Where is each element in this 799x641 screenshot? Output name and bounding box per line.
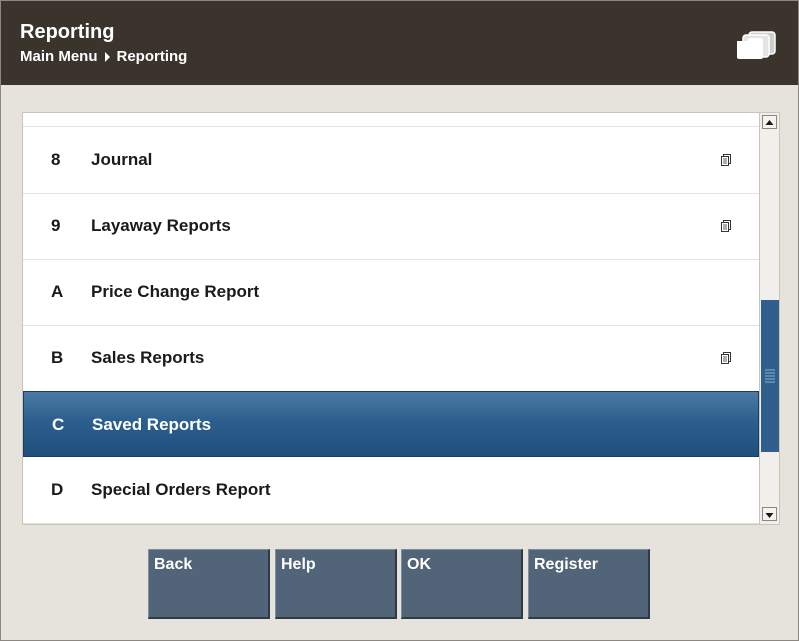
help-button[interactable]: Help — [275, 549, 397, 619]
menu-item-label: Price Change Report — [91, 282, 260, 301]
back-button[interactable]: Back — [148, 549, 270, 619]
breadcrumb-reporting: Reporting — [116, 48, 188, 65]
menu-item-key: A — [51, 282, 64, 301]
list-item-partial[interactable] — [23, 113, 759, 127]
grip-icon — [765, 369, 775, 383]
help-button-label: Help — [281, 556, 316, 573]
list-item[interactable]: B Sales Reports — [23, 325, 759, 392]
list-item[interactable]: D Special Orders Report — [23, 457, 759, 524]
document-icon — [721, 220, 731, 232]
menu-rows: 8 Journal 9 Layaway Reports A Price Change Re… — [23, 113, 759, 524]
back-button-label: Back — [154, 556, 193, 573]
action-button-bar: Back Help OK Register — [148, 549, 652, 621]
vertical-scrollbar[interactable] — [759, 113, 779, 524]
register-button[interactable]: Register — [528, 549, 650, 619]
list-item[interactable]: A Price Change Report — [23, 259, 759, 326]
scroll-down-button[interactable] — [762, 507, 777, 521]
document-icon — [721, 352, 731, 364]
list-item[interactable]: C Saved Reports — [23, 391, 759, 457]
menu-item-label: Special Orders Report — [91, 480, 271, 499]
menu-item-label: Journal — [91, 150, 153, 169]
report-menu-list: 8 Journal 9 Layaway Reports A Price Change Re… — [22, 112, 780, 525]
menu-item-label: Saved Reports — [92, 415, 212, 434]
scroll-thumb[interactable] — [761, 300, 779, 452]
page-title: Reporting — [20, 21, 115, 43]
register-button-label: Register — [534, 556, 599, 573]
menu-item-label: Layaway Reports — [91, 216, 231, 235]
menu-item-key: B — [51, 348, 64, 367]
menu-item-key: D — [51, 480, 64, 499]
ok-button[interactable]: OK — [401, 549, 523, 619]
list-item[interactable]: 8 Journal — [23, 127, 759, 194]
breadcrumb-arrow-icon — [104, 51, 110, 62]
menu-item-key: C — [52, 415, 65, 434]
menu-item-key: 8 — [51, 150, 61, 169]
menu-item-label: Sales Reports — [91, 348, 205, 367]
ok-button-label: OK — [407, 556, 431, 573]
menu-item-key: 9 — [51, 216, 61, 235]
breadcrumb-main-menu[interactable]: Main Menu — [20, 48, 98, 65]
document-icon — [721, 154, 731, 166]
list-item[interactable]: 9 Layaway Reports — [23, 193, 759, 260]
scroll-up-button[interactable] — [762, 115, 777, 129]
arrow-up-icon — [765, 120, 774, 125]
header-bar: Reporting Main Menu Reporting — [1, 1, 798, 85]
folders-icon — [737, 31, 776, 59]
arrow-down-icon — [765, 513, 774, 518]
breadcrumb: Main Menu Reporting — [20, 48, 187, 65]
